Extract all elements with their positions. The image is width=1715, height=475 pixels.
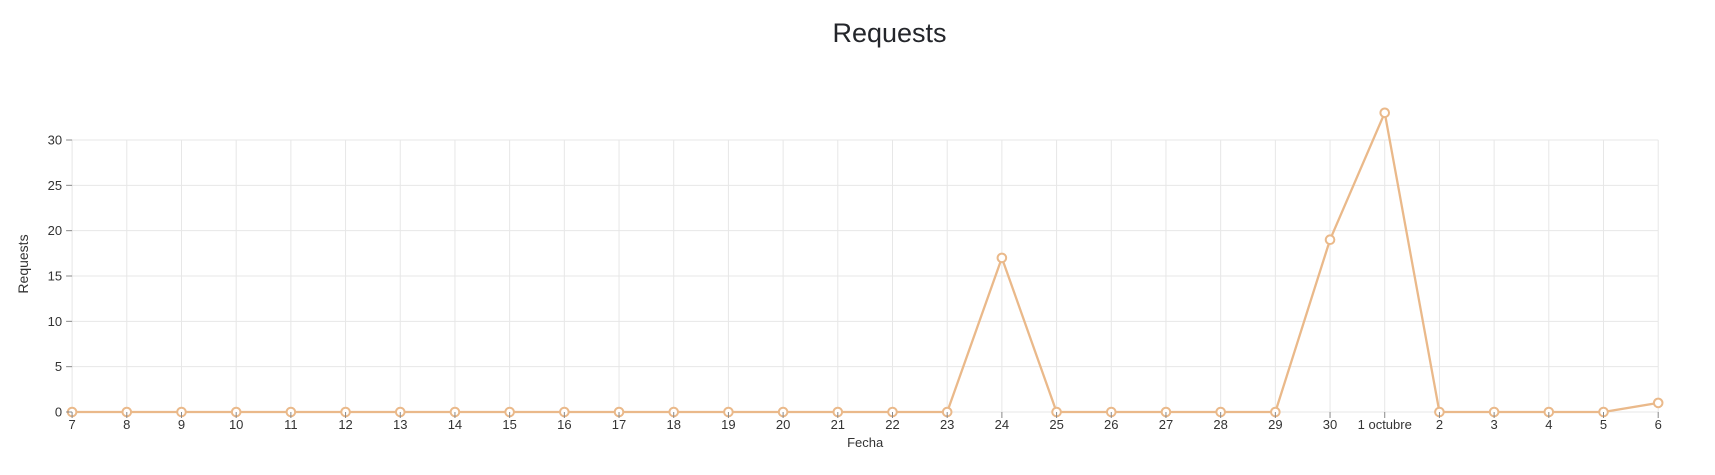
svg-text:20: 20 — [776, 417, 790, 432]
svg-text:22: 22 — [885, 417, 899, 432]
svg-text:6: 6 — [1655, 417, 1662, 432]
svg-text:11: 11 — [284, 417, 298, 432]
svg-text:3: 3 — [1491, 417, 1498, 432]
svg-text:10: 10 — [229, 417, 243, 432]
svg-text:25: 25 — [1049, 417, 1063, 432]
svg-text:Fecha: Fecha — [847, 435, 884, 450]
svg-text:25: 25 — [48, 178, 62, 193]
svg-text:27: 27 — [1159, 417, 1173, 432]
svg-text:7: 7 — [68, 417, 75, 432]
svg-text:30: 30 — [1323, 417, 1337, 432]
svg-text:15: 15 — [48, 269, 62, 284]
svg-text:29: 29 — [1268, 417, 1282, 432]
svg-text:2: 2 — [1436, 417, 1443, 432]
svg-text:Requests: Requests — [832, 18, 946, 48]
svg-text:24: 24 — [995, 417, 1009, 432]
svg-text:5: 5 — [1600, 417, 1607, 432]
svg-text:12: 12 — [338, 417, 352, 432]
svg-text:30: 30 — [48, 133, 62, 148]
svg-text:5: 5 — [55, 359, 62, 374]
svg-text:19: 19 — [721, 417, 735, 432]
svg-text:28: 28 — [1213, 417, 1227, 432]
svg-text:4: 4 — [1545, 417, 1552, 432]
svg-text:13: 13 — [393, 417, 407, 432]
svg-text:8: 8 — [123, 417, 130, 432]
svg-text:18: 18 — [666, 417, 680, 432]
svg-text:17: 17 — [612, 417, 626, 432]
svg-text:23: 23 — [940, 417, 954, 432]
svg-text:21: 21 — [831, 417, 845, 432]
svg-text:20: 20 — [48, 223, 62, 238]
svg-text:15: 15 — [502, 417, 516, 432]
svg-text:14: 14 — [448, 417, 462, 432]
svg-text:Requests: Requests — [15, 234, 31, 293]
svg-text:0: 0 — [55, 405, 62, 420]
svg-text:26: 26 — [1104, 417, 1118, 432]
svg-text:1 octubre: 1 octubre — [1358, 417, 1412, 432]
svg-text:9: 9 — [178, 417, 185, 432]
svg-text:10: 10 — [48, 314, 62, 329]
svg-text:16: 16 — [557, 417, 571, 432]
